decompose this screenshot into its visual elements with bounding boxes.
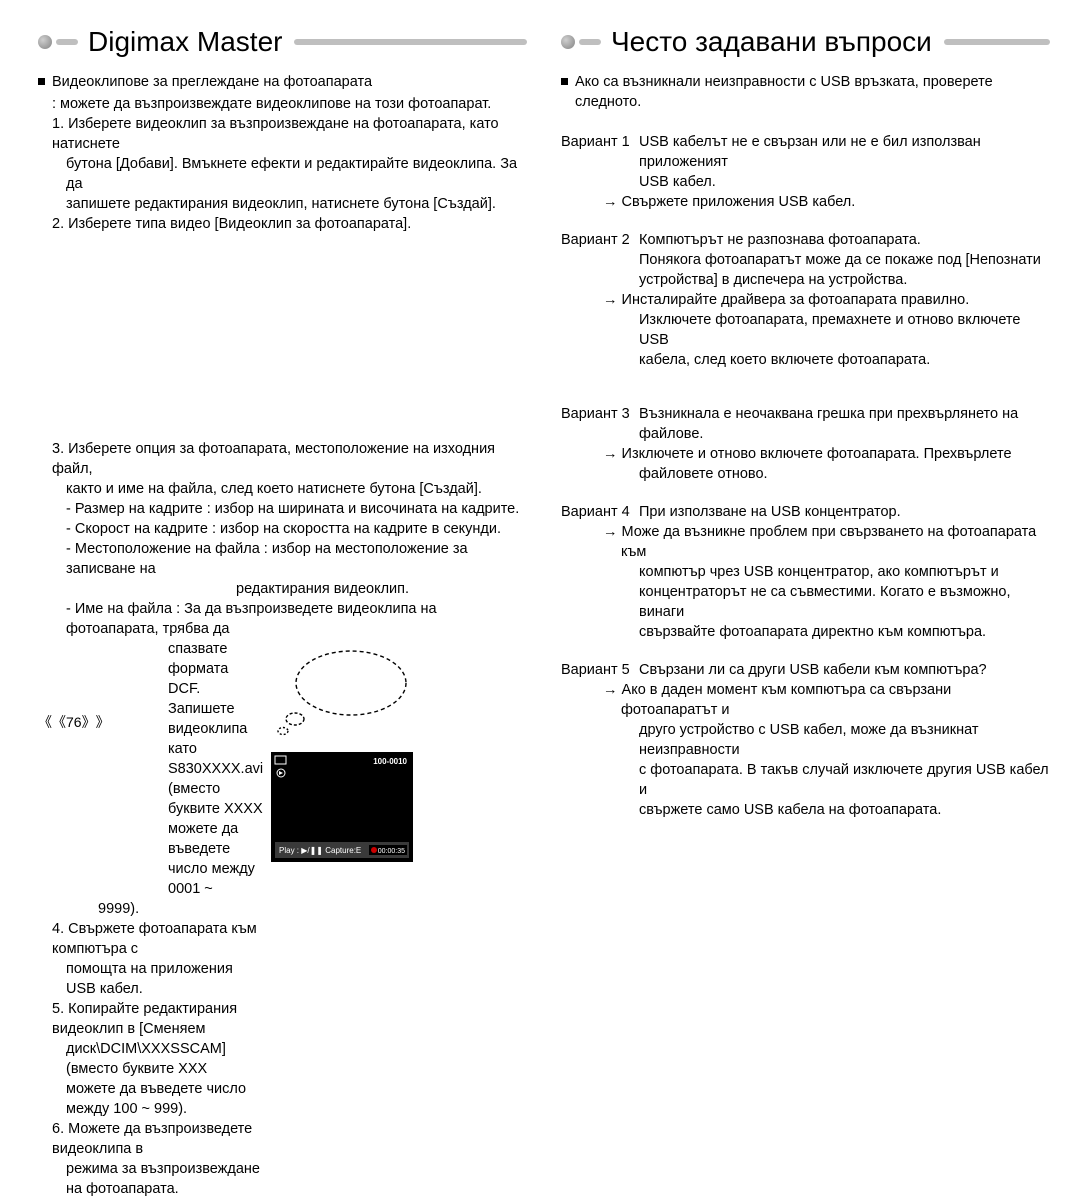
case4-a: При използване на USB концентратор. xyxy=(639,502,1050,522)
left-intro-2: : можете да възпроизвеждате видеоклипове… xyxy=(38,94,527,114)
right-intro: Ако са възникнали неизправности с USB вр… xyxy=(575,72,1050,112)
step5-a: 5. Копирайте редактирания видеоклип в [С… xyxy=(38,999,263,1039)
case2-arrow1: → Инсталирайте драйвера за фотоапарата п… xyxy=(561,290,1050,310)
right-column: Често задавани въпроси Ако са възникнали… xyxy=(561,26,1050,1199)
step3-f2: спазвате формата DCF. Запишете xyxy=(38,639,263,719)
step4-a: 4. Свържете фотоапарата към компютъра с xyxy=(38,919,263,959)
header-bar-icon xyxy=(56,39,78,45)
header-trailing-bar xyxy=(944,39,1050,45)
case1-a: USB кабелът не е свързан или не е бил из… xyxy=(639,132,1050,172)
right-title: Често задавани въпроси xyxy=(611,26,932,58)
case1-label: Вариант 1 xyxy=(561,132,639,152)
case3-label: Вариант 3 xyxy=(561,404,639,424)
step6-a: 6. Можете да възпроизведете видеоклипа в xyxy=(38,1119,263,1159)
case2-a: Компютърът не разпознава фотоапарата. xyxy=(639,230,1050,250)
step3-f6: 9999). xyxy=(38,899,263,919)
thought-bubble-icon xyxy=(271,645,411,740)
step6-b: режима за възпроизвеждане на фотоапарата… xyxy=(38,1159,263,1199)
step4-b: помощта на приложения USB кабел. xyxy=(38,959,263,999)
step3-f: - Име на файла : За да възпроизведете ви… xyxy=(38,599,527,639)
case2-b: Понякога фотоапаратът може да се покаже … xyxy=(639,250,1050,270)
case4-arrow: → Може да възникне проблем при свързване… xyxy=(561,522,1050,562)
step3-a: 3. Изберете опция за фотоапарата, местоп… xyxy=(38,439,527,479)
case-5: Вариант 5 Свързани ли са други USB кабел… xyxy=(561,660,1050,820)
step2: 2. Изберете типа видео [Видеоклип за фот… xyxy=(38,214,527,234)
case5-d: свържете само USB кабела на фотоапарата. xyxy=(561,800,1050,820)
camera-preview: 100-0010 Play : ▶/❚❚ Capture:E 00:00:35 xyxy=(271,752,413,862)
step3-c: - Размер на кадрите : избор на ширината … xyxy=(38,499,527,519)
case2-d: Изключете фотоапарата, премахнете и отно… xyxy=(561,310,1050,350)
case5-c: с фотоапарата. В такъв случай изключете … xyxy=(561,760,1050,800)
case-4: Вариант 4 При използване на USB концентр… xyxy=(561,502,1050,642)
step3-f5: въведете число между 0001 ~ xyxy=(38,839,263,899)
step1-b: бутона [Добави]. Вмъкнете ефекти и редак… xyxy=(38,154,527,194)
case5-label: Вариант 5 xyxy=(561,660,639,680)
step3-e: - Местоположение на файла : избор на мес… xyxy=(38,539,527,579)
case3-a: Възникнала е неочаквана грешка при прехв… xyxy=(639,404,1050,444)
page-number: 《76》 xyxy=(38,712,110,732)
step1-a: 1. Изберете видеоклип за възпроизвеждане… xyxy=(38,114,527,154)
case4-label: Вариант 4 xyxy=(561,502,639,522)
square-bullet-icon xyxy=(561,78,568,85)
case-2: Вариант 2 Компютърът не разпознава фотоа… xyxy=(561,230,1050,370)
left-body: Видеоклипове за преглеждане на фотоапара… xyxy=(38,72,527,1199)
preview-time: 00:00:35 xyxy=(378,848,405,855)
case2-label: Вариант 2 xyxy=(561,230,639,250)
preview-top-right: 100-0010 xyxy=(373,757,407,766)
left-title: Digimax Master xyxy=(88,26,282,58)
case-1: Вариант 1 USB кабелът не е свързан или н… xyxy=(561,132,1050,212)
step3-f4: (вместо буквите XXXX можете да xyxy=(38,779,263,839)
case4-d: свързвайте фотоапарата директно към комп… xyxy=(561,622,1050,642)
header-bar-icon xyxy=(579,39,601,45)
case5-arrow: → Ако в даден момент към компютъра са св… xyxy=(561,680,1050,720)
header-trailing-bar xyxy=(294,39,527,45)
case1-arrow: → Свържете приложения USB кабел. xyxy=(561,192,1050,212)
header-ball-icon xyxy=(38,35,52,49)
case2-c: устройства] в диспечера на устройства. xyxy=(639,270,1050,290)
case-3: Вариант 3 Възникнала е неочаквана грешка… xyxy=(561,404,1050,484)
case1-b: USB кабел. xyxy=(639,172,1050,192)
case4-c: концентраторът не са съвместими. Когато … xyxy=(561,582,1050,622)
step5-b: диск\DCIM\XXXSSCAM] (вместо буквите XXX xyxy=(38,1039,263,1079)
case4-b: компютър чрез USB концентратор, ако комп… xyxy=(561,562,1050,582)
step3-b: както и име на файла, след което натисне… xyxy=(38,479,527,499)
case3-arrow: → Изключете и отново включете фотоапарат… xyxy=(561,444,1050,464)
case5-b: друго устройство с USB кабел, може да въ… xyxy=(561,720,1050,760)
preview-play-label: Play : ▶/❚❚ Capture:E xyxy=(279,846,361,855)
header-ball-icon xyxy=(561,35,575,49)
case3-b: файловете отново. xyxy=(561,464,1050,484)
right-body: Ако са възникнали неизправности с USB вр… xyxy=(561,72,1050,820)
right-graphics: 100-0010 Play : ▶/❚❚ Capture:E 00:00:35 xyxy=(263,639,527,868)
step5-c: можете да въведете число между 100 ~ 999… xyxy=(38,1079,263,1119)
right-section-header: Често задавани въпроси xyxy=(561,26,1050,58)
left-section-header: Digimax Master xyxy=(38,26,527,58)
step1-c: запишете редактирания видеоклип, натисне… xyxy=(38,194,527,214)
left-intro: Видеоклипове за преглеждане на фотоапара… xyxy=(52,72,372,92)
step3-d: - Скорост на кадрите : избор на скоростт… xyxy=(38,519,527,539)
case5-a: Свързани ли са други USB кабели към комп… xyxy=(639,660,1050,680)
square-bullet-icon xyxy=(38,78,45,85)
step3-e2: редактирания видеоклип. xyxy=(38,579,527,599)
case2-e: кабела, след което включете фотоапарата. xyxy=(561,350,1050,370)
left-column: Digimax Master Видеоклипове за преглежда… xyxy=(38,26,527,1199)
